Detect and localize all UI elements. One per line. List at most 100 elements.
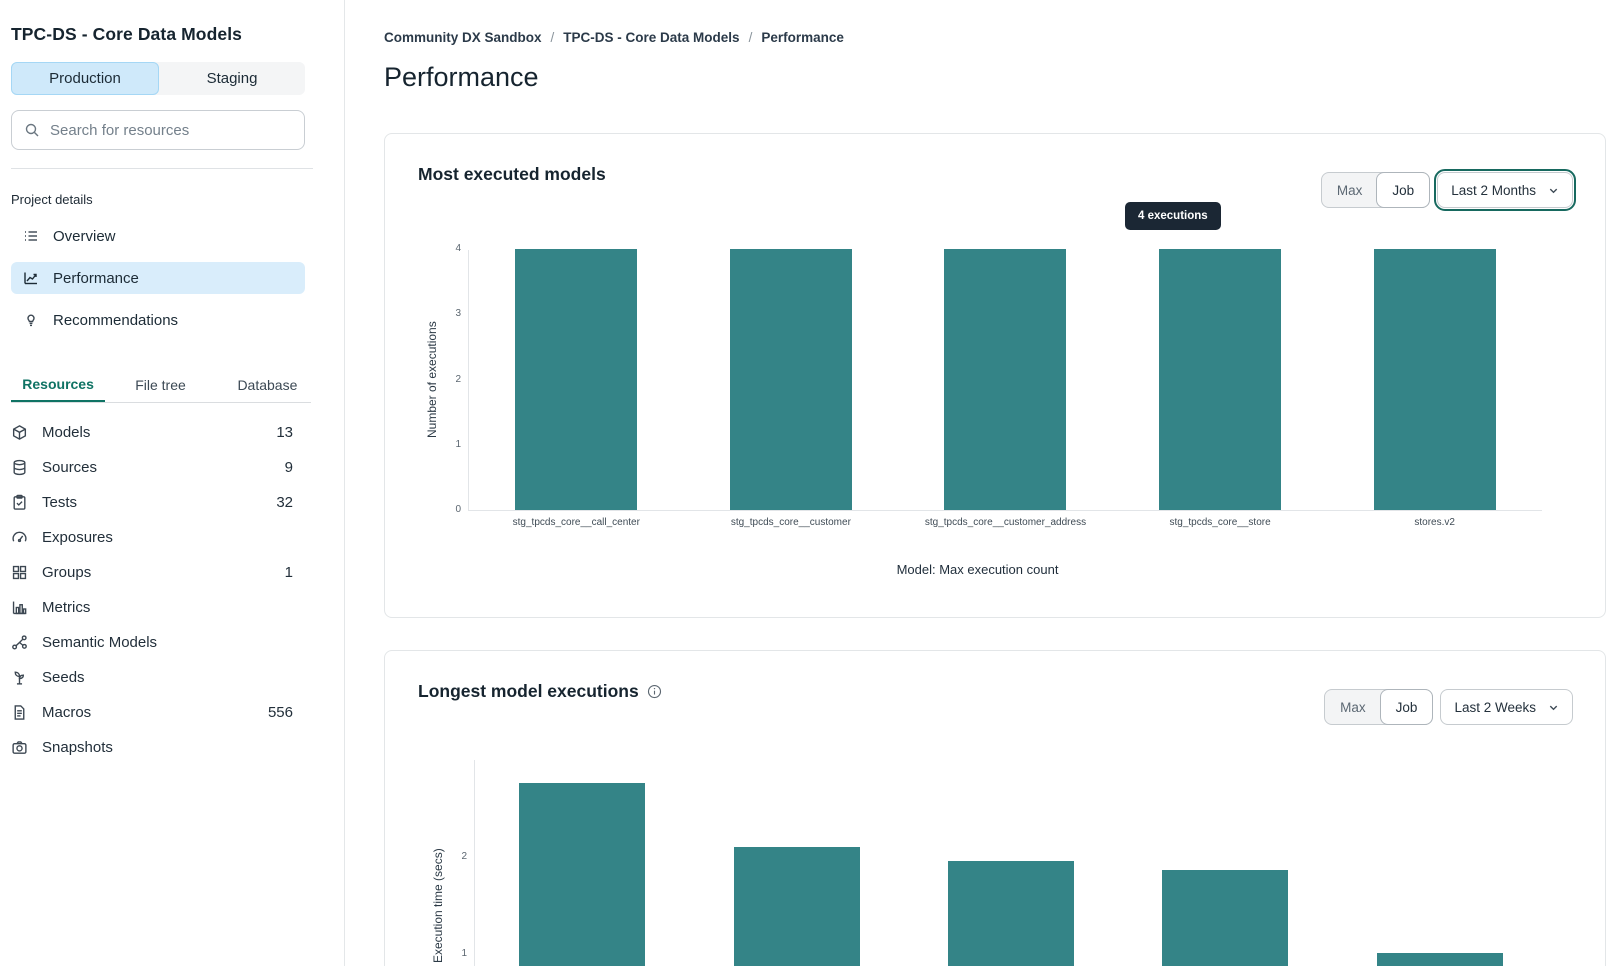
- sidebar-item-label: Performance: [53, 269, 139, 287]
- database-icon: [11, 459, 28, 476]
- time-range-dropdown[interactable]: Last 2 Months: [1433, 168, 1577, 212]
- tab-staging[interactable]: Staging: [206, 70, 258, 87]
- chart-controls: Max Job Last 2 Weeks: [1324, 689, 1573, 725]
- x-tick-label: stg_tpcds_core__customer_address: [924, 517, 1087, 528]
- project-nav: Overview Performance Recommendations: [11, 220, 305, 336]
- search-input[interactable]: [50, 121, 292, 139]
- bar-3[interactable]: [948, 861, 1075, 966]
- environment-switcher: Production Staging: [11, 62, 305, 95]
- y-tick-label: 2: [455, 373, 461, 385]
- breadcrumb-project[interactable]: TPC-DS - Core Data Models: [563, 30, 740, 45]
- bar-2[interactable]: [733, 847, 860, 966]
- y-tick-label: 1: [461, 948, 467, 959]
- main-content: Community DX Sandbox / TPC-DS - Core Dat…: [345, 0, 1621, 966]
- resource-label: Seeds: [42, 669, 85, 686]
- job-toggle-button[interactable]: Job: [1376, 172, 1431, 208]
- x-axis-title: Model: Max execution count: [896, 562, 1059, 577]
- project-title: TPC-DS - Core Data Models: [11, 24, 242, 44]
- x-tick-label: stg_tpcds_core__customer: [730, 517, 851, 528]
- bar-slot: [689, 760, 903, 966]
- resource-label: Snapshots: [42, 739, 113, 756]
- sidebar-divider: [11, 168, 313, 169]
- bars-container: [469, 249, 1542, 510]
- bar-slot: [469, 249, 684, 510]
- line-chart-icon: [23, 270, 39, 286]
- resource-row-exposures[interactable]: Exposures: [11, 520, 293, 555]
- y-tick-label: 3: [455, 308, 461, 320]
- job-toggle-button[interactable]: Job: [1379, 689, 1434, 725]
- x-axis-labels: stg_tpcds_core__call_center stg_tpcds_cor…: [469, 517, 1542, 528]
- resource-row-sources[interactable]: Sources 9: [11, 450, 293, 485]
- sidebar-item-recommendations[interactable]: Recommendations: [11, 304, 305, 336]
- bar-stg_tpcds_core__customer_address[interactable]: [944, 249, 1067, 510]
- resource-label: Groups: [42, 564, 92, 581]
- breadcrumb-separator: /: [748, 30, 753, 45]
- bar-stg_tpcds_core__store[interactable]: [1159, 249, 1282, 510]
- tab-database[interactable]: Database: [237, 377, 298, 393]
- clipboard-check-icon: [11, 494, 28, 511]
- resource-row-seeds[interactable]: Seeds: [11, 660, 293, 695]
- time-range-dropdown[interactable]: Last 2 Weeks: [1440, 689, 1573, 725]
- resource-row-tests[interactable]: Tests 32: [11, 485, 293, 520]
- sidebar-item-overview[interactable]: Overview: [11, 220, 305, 252]
- bar-stg_tpcds_core__customer[interactable]: [729, 249, 852, 510]
- tab-file-tree[interactable]: File tree: [135, 377, 186, 393]
- resource-row-models[interactable]: Models 13: [11, 415, 293, 450]
- bar-stg_tpcds_core__call_center[interactable]: [515, 249, 638, 510]
- resource-label: Exposures: [42, 529, 113, 546]
- max-job-toggle: Max Job: [1320, 172, 1431, 208]
- sidebar-item-label: Recommendations: [53, 311, 179, 329]
- bar-slot: [1113, 249, 1328, 510]
- info-icon[interactable]: [647, 684, 662, 699]
- y-axis-ticks: 0 1 2 3 4: [437, 243, 461, 515]
- resource-label: Tests: [42, 494, 78, 511]
- bar-slot: [475, 760, 689, 966]
- tab-production[interactable]: Production: [11, 62, 159, 95]
- bars-container: [475, 760, 1547, 966]
- resource-row-groups[interactable]: Groups 1: [11, 555, 293, 590]
- bar-stores.v2[interactable]: [1373, 249, 1496, 510]
- max-toggle-button[interactable]: Max: [1340, 699, 1366, 715]
- resource-label: Models: [42, 424, 91, 441]
- chevron-down-icon: [1548, 702, 1559, 713]
- y-tick-label: 2: [461, 851, 467, 862]
- resource-row-snapshots[interactable]: Snapshots: [11, 730, 293, 765]
- tab-resources[interactable]: Resources: [11, 368, 106, 402]
- search-icon: [24, 122, 40, 138]
- resources-list: Models 13 Sources 9 Tests 32: [11, 415, 293, 765]
- max-toggle-button[interactable]: Max: [1336, 182, 1363, 198]
- resource-row-macros[interactable]: Macros 556: [11, 695, 293, 730]
- sidebar-item-performance[interactable]: Performance: [11, 262, 305, 294]
- resource-label: Metrics: [42, 599, 91, 616]
- bar-5[interactable]: [1376, 953, 1503, 966]
- network-icon: [11, 634, 28, 651]
- y-tick-label: 0: [455, 504, 461, 515]
- x-tick-label: stg_tpcds_core__store: [1169, 517, 1271, 528]
- chart-title: Longest model executions: [418, 681, 639, 701]
- search-box[interactable]: [11, 110, 305, 150]
- chart-title: Most executed models: [418, 164, 606, 184]
- sidebar: TPC-DS - Core Data Models Production Sta…: [0, 0, 345, 966]
- breadcrumb-separator: /: [550, 30, 555, 45]
- file-text-icon: [11, 704, 28, 721]
- bar-4[interactable]: [1162, 870, 1289, 966]
- resource-count: 556: [267, 704, 293, 721]
- bar-1[interactable]: [519, 783, 646, 966]
- resource-row-semantic-models[interactable]: Semantic Models: [11, 625, 293, 660]
- bar-slot: [898, 249, 1113, 510]
- resource-label: Macros: [42, 704, 92, 721]
- y-tick-label: 1: [455, 438, 461, 450]
- page-title: Performance: [384, 62, 539, 92]
- chevron-down-icon: [1548, 185, 1559, 196]
- resource-count: 9: [284, 459, 293, 476]
- resource-label: Semantic Models: [42, 634, 158, 651]
- breadcrumb-account[interactable]: Community DX Sandbox: [384, 30, 542, 45]
- grid-icon: [11, 564, 28, 581]
- resource-count: 13: [276, 424, 293, 441]
- resource-row-metrics[interactable]: Metrics: [11, 590, 293, 625]
- lightbulb-icon: [23, 312, 39, 328]
- bar-slot: [904, 760, 1118, 966]
- resource-label: Sources: [42, 459, 98, 476]
